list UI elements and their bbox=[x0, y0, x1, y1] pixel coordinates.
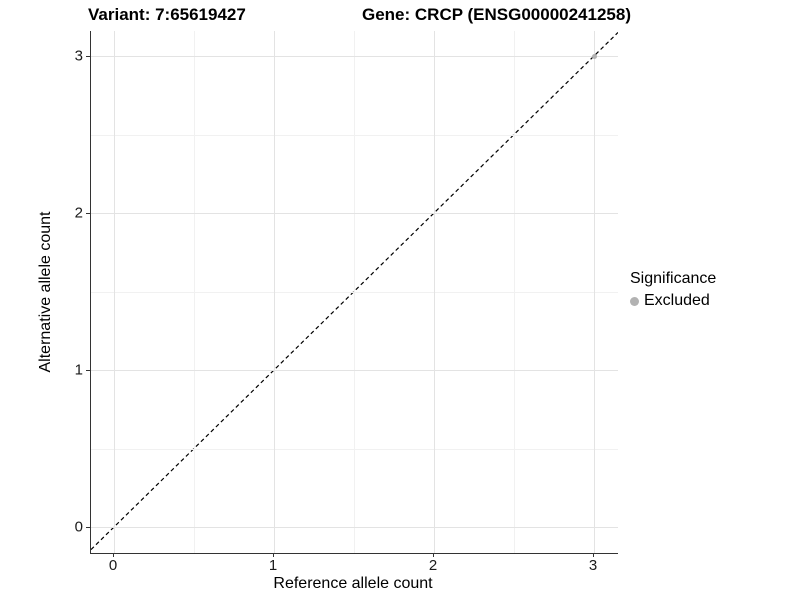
gridline-major-y bbox=[91, 527, 618, 528]
gridline-major-y bbox=[91, 56, 618, 57]
x-tick-label: 1 bbox=[268, 557, 278, 574]
x-tick-mark bbox=[593, 553, 594, 557]
gridline-major-x bbox=[274, 31, 275, 553]
gridline-major-x bbox=[114, 31, 115, 553]
gridline-minor-y bbox=[91, 134, 618, 136]
y-tick-mark bbox=[86, 56, 90, 57]
plot-title-variant: Variant: 7:65619427 bbox=[88, 5, 246, 24]
plot-title-gene: Gene: CRCP (ENSG00000241258) bbox=[362, 5, 631, 24]
y-tick-label: 2 bbox=[74, 204, 83, 222]
y-tick-label: 3 bbox=[74, 47, 83, 65]
plot-panel bbox=[90, 31, 618, 554]
y-tick-label: 1 bbox=[74, 361, 83, 379]
legend: Significance Excluded bbox=[630, 270, 716, 310]
x-tick-label: 0 bbox=[108, 557, 118, 574]
gridline-minor-y bbox=[91, 291, 618, 293]
y-tick-mark bbox=[86, 370, 90, 371]
x-tick-label: 3 bbox=[588, 557, 598, 574]
y-tick-mark bbox=[86, 213, 90, 214]
y-tick-mark bbox=[86, 527, 90, 528]
legend-key-dot-icon bbox=[630, 296, 639, 306]
x-axis-title: Reference allele count bbox=[273, 575, 433, 592]
legend-item-label: Excluded bbox=[644, 292, 710, 309]
gridline-major-x bbox=[594, 31, 595, 553]
x-tick-mark bbox=[273, 553, 274, 557]
gridline-major-x bbox=[434, 31, 435, 553]
data-point bbox=[591, 53, 597, 59]
x-tick-mark bbox=[113, 553, 114, 557]
legend-title: Significance bbox=[630, 270, 717, 287]
x-tick-label: 2 bbox=[428, 557, 438, 574]
legend-item-excluded: Excluded bbox=[630, 292, 716, 310]
gridline-minor-y bbox=[91, 448, 618, 450]
gridline-major-y bbox=[91, 213, 618, 214]
y-axis-title: Alternative allele count bbox=[37, 211, 54, 373]
y-tick-label: 0 bbox=[74, 518, 83, 536]
gridline-major-y bbox=[91, 370, 618, 371]
x-tick-mark bbox=[433, 553, 434, 557]
